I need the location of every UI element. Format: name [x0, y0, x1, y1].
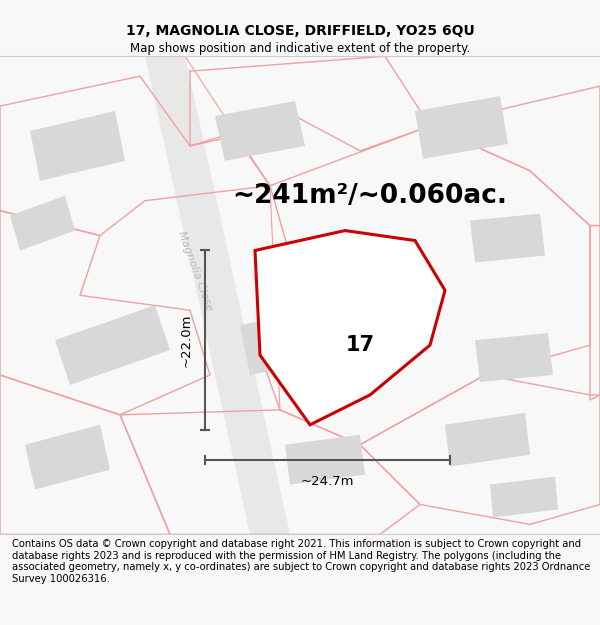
Text: Contains OS data © Crown copyright and database right 2021. This information is : Contains OS data © Crown copyright and d… [12, 539, 590, 584]
Text: Magnolia Close: Magnolia Close [176, 229, 214, 312]
Text: 17, MAGNOLIA CLOSE, DRIFFIELD, YO25 6QU: 17, MAGNOLIA CLOSE, DRIFFIELD, YO25 6QU [125, 24, 475, 38]
Polygon shape [475, 333, 553, 382]
Polygon shape [215, 101, 305, 161]
Polygon shape [255, 231, 445, 425]
Polygon shape [470, 214, 545, 262]
Polygon shape [335, 241, 393, 276]
Polygon shape [55, 305, 170, 385]
Text: ~24.7m: ~24.7m [301, 474, 354, 488]
Polygon shape [240, 310, 320, 375]
Text: ~241m²/~0.060ac.: ~241m²/~0.060ac. [233, 182, 508, 209]
Polygon shape [10, 196, 75, 251]
Polygon shape [285, 435, 365, 484]
Text: ~22.0m: ~22.0m [180, 313, 193, 367]
Polygon shape [145, 56, 290, 534]
Polygon shape [490, 477, 558, 518]
Polygon shape [445, 413, 530, 467]
Text: Map shows position and indicative extent of the property.: Map shows position and indicative extent… [130, 42, 470, 54]
Polygon shape [30, 111, 125, 181]
Polygon shape [25, 425, 110, 489]
Polygon shape [415, 96, 508, 159]
Text: 17: 17 [346, 335, 374, 355]
